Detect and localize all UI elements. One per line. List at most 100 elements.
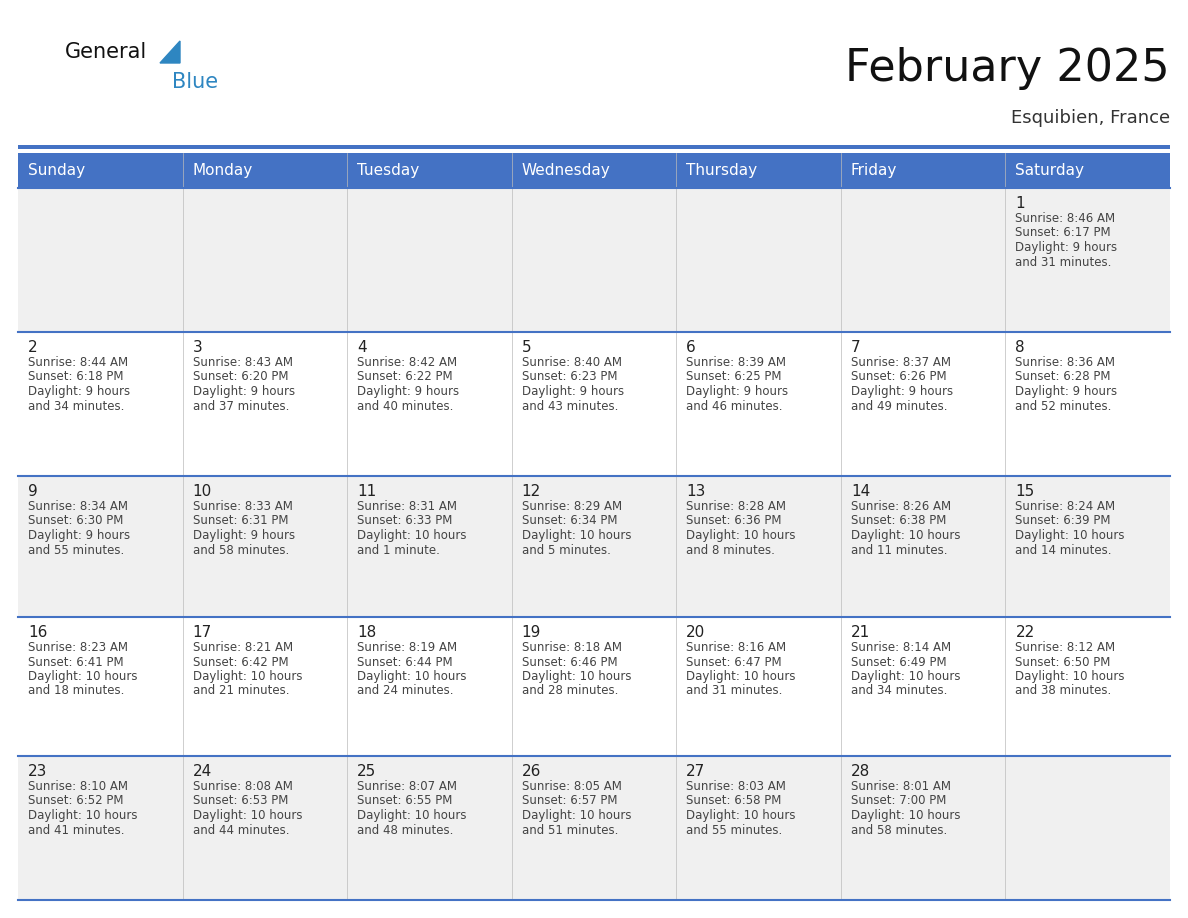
Bar	[18, 332, 183, 476]
Text: and 51 minutes.: and 51 minutes.	[522, 823, 618, 836]
Text: 25: 25	[358, 764, 377, 779]
Text: Sunset: 6:55 PM: Sunset: 6:55 PM	[358, 794, 453, 808]
Text: Daylight: 9 hours: Daylight: 9 hours	[29, 529, 131, 542]
Text: Blue: Blue	[172, 72, 219, 92]
Bar	[1005, 332, 1170, 476]
Text: Sunrise: 8:08 AM: Sunrise: 8:08 AM	[192, 780, 292, 793]
Text: Sunrise: 8:10 AM: Sunrise: 8:10 AM	[29, 780, 128, 793]
Text: Daylight: 9 hours: Daylight: 9 hours	[687, 385, 789, 398]
Bar	[183, 617, 347, 756]
Text: Sunrise: 8:26 AM: Sunrise: 8:26 AM	[851, 500, 950, 513]
Text: and 31 minutes.: and 31 minutes.	[1016, 255, 1112, 268]
Text: Daylight: 10 hours: Daylight: 10 hours	[851, 529, 960, 542]
Text: and 38 minutes.: and 38 minutes.	[1016, 685, 1112, 698]
Text: and 21 minutes.: and 21 minutes.	[192, 685, 289, 698]
Text: 20: 20	[687, 625, 706, 640]
Text: Sunset: 6:30 PM: Sunset: 6:30 PM	[29, 514, 124, 528]
Bar	[841, 476, 1005, 617]
Text: Sunrise: 8:37 AM: Sunrise: 8:37 AM	[851, 356, 950, 369]
Text: Daylight: 9 hours: Daylight: 9 hours	[1016, 241, 1118, 254]
Bar	[18, 617, 183, 756]
Text: Sunset: 6:36 PM: Sunset: 6:36 PM	[687, 514, 782, 528]
Text: Sunset: 6:18 PM: Sunset: 6:18 PM	[29, 371, 124, 384]
Text: 10: 10	[192, 484, 211, 499]
Bar	[512, 617, 676, 756]
Text: Sunday: Sunday	[29, 163, 86, 178]
Text: Sunrise: 8:01 AM: Sunrise: 8:01 AM	[851, 780, 950, 793]
Text: and 24 minutes.: and 24 minutes.	[358, 685, 454, 698]
Text: and 58 minutes.: and 58 minutes.	[851, 823, 947, 836]
Bar	[676, 188, 841, 332]
Text: Daylight: 10 hours: Daylight: 10 hours	[192, 809, 302, 822]
Text: 9: 9	[29, 484, 38, 499]
Bar	[841, 188, 1005, 332]
Text: Sunset: 6:57 PM: Sunset: 6:57 PM	[522, 794, 618, 808]
Bar	[18, 188, 183, 332]
Text: Sunset: 6:34 PM: Sunset: 6:34 PM	[522, 514, 618, 528]
Text: Daylight: 9 hours: Daylight: 9 hours	[1016, 385, 1118, 398]
Bar	[841, 153, 1005, 188]
Text: 21: 21	[851, 625, 870, 640]
Text: Sunrise: 8:16 AM: Sunrise: 8:16 AM	[687, 641, 786, 654]
Text: 27: 27	[687, 764, 706, 779]
Text: Sunset: 6:38 PM: Sunset: 6:38 PM	[851, 514, 946, 528]
Text: Sunrise: 8:31 AM: Sunrise: 8:31 AM	[358, 500, 457, 513]
Bar	[512, 153, 676, 188]
Bar	[183, 153, 347, 188]
Bar	[347, 188, 512, 332]
Text: Sunset: 6:58 PM: Sunset: 6:58 PM	[687, 794, 782, 808]
Text: Sunset: 6:52 PM: Sunset: 6:52 PM	[29, 794, 124, 808]
Text: Sunrise: 8:23 AM: Sunrise: 8:23 AM	[29, 641, 128, 654]
Bar	[841, 756, 1005, 900]
Text: and 34 minutes.: and 34 minutes.	[851, 685, 947, 698]
Text: and 41 minutes.: and 41 minutes.	[29, 823, 125, 836]
Bar	[841, 332, 1005, 476]
Text: and 18 minutes.: and 18 minutes.	[29, 685, 125, 698]
Text: Daylight: 10 hours: Daylight: 10 hours	[522, 809, 631, 822]
Text: and 58 minutes.: and 58 minutes.	[192, 543, 289, 556]
Bar	[183, 476, 347, 617]
Bar	[347, 332, 512, 476]
Text: Sunset: 6:47 PM: Sunset: 6:47 PM	[687, 655, 782, 668]
Text: 16: 16	[29, 625, 48, 640]
Text: Tuesday: Tuesday	[358, 163, 419, 178]
Text: Sunrise: 8:18 AM: Sunrise: 8:18 AM	[522, 641, 621, 654]
Text: Sunrise: 8:46 AM: Sunrise: 8:46 AM	[1016, 212, 1116, 225]
Bar	[512, 332, 676, 476]
Text: 2: 2	[29, 340, 38, 355]
Text: Daylight: 9 hours: Daylight: 9 hours	[851, 385, 953, 398]
Bar	[18, 756, 183, 900]
Text: Daylight: 10 hours: Daylight: 10 hours	[687, 809, 796, 822]
Bar	[676, 332, 841, 476]
Text: Sunrise: 8:19 AM: Sunrise: 8:19 AM	[358, 641, 457, 654]
Text: February 2025: February 2025	[846, 47, 1170, 89]
Text: Sunrise: 8:44 AM: Sunrise: 8:44 AM	[29, 356, 128, 369]
Text: Wednesday: Wednesday	[522, 163, 611, 178]
Text: Sunset: 6:22 PM: Sunset: 6:22 PM	[358, 371, 453, 384]
Text: Daylight: 10 hours: Daylight: 10 hours	[358, 529, 467, 542]
Text: Thursday: Thursday	[687, 163, 758, 178]
Text: and 31 minutes.: and 31 minutes.	[687, 685, 783, 698]
Bar	[183, 332, 347, 476]
Text: Sunset: 6:39 PM: Sunset: 6:39 PM	[1016, 514, 1111, 528]
Text: and 49 minutes.: and 49 minutes.	[851, 399, 947, 412]
Bar	[1005, 476, 1170, 617]
Text: Sunrise: 8:07 AM: Sunrise: 8:07 AM	[358, 780, 457, 793]
Bar	[841, 617, 1005, 756]
Text: Daylight: 10 hours: Daylight: 10 hours	[1016, 670, 1125, 683]
Bar	[1005, 756, 1170, 900]
Bar	[512, 476, 676, 617]
Bar	[676, 617, 841, 756]
Text: Sunrise: 8:34 AM: Sunrise: 8:34 AM	[29, 500, 128, 513]
Text: Daylight: 10 hours: Daylight: 10 hours	[687, 670, 796, 683]
Text: Esquibien, France: Esquibien, France	[1011, 109, 1170, 127]
Text: Sunset: 6:33 PM: Sunset: 6:33 PM	[358, 514, 453, 528]
Text: Daylight: 10 hours: Daylight: 10 hours	[687, 529, 796, 542]
Text: and 14 minutes.: and 14 minutes.	[1016, 543, 1112, 556]
Text: Sunrise: 8:29 AM: Sunrise: 8:29 AM	[522, 500, 621, 513]
Bar	[183, 756, 347, 900]
Text: Daylight: 10 hours: Daylight: 10 hours	[358, 670, 467, 683]
Text: Sunset: 6:25 PM: Sunset: 6:25 PM	[687, 371, 782, 384]
Text: and 52 minutes.: and 52 minutes.	[1016, 399, 1112, 412]
Bar	[676, 476, 841, 617]
